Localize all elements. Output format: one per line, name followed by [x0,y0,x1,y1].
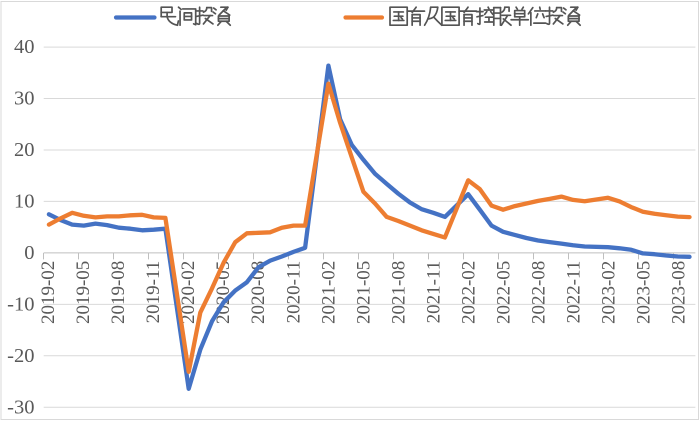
svg-text:10: 10 [14,190,35,212]
svg-text:2023-05: 2023-05 [634,261,655,324]
svg-text:2022-02: 2022-02 [459,261,480,324]
svg-text:2019-02: 2019-02 [38,261,59,324]
svg-text:30: 30 [14,88,35,110]
svg-text:2023-02: 2023-02 [599,261,620,324]
svg-text:2021-11: 2021-11 [423,261,444,324]
svg-text:0: 0 [24,242,34,264]
svg-text:2022-11: 2022-11 [564,261,585,324]
svg-text:2022-08: 2022-08 [529,261,550,324]
svg-text:2021-08: 2021-08 [388,261,409,324]
svg-text:2019-11: 2019-11 [143,261,164,324]
svg-text:-10: -10 [7,293,34,315]
svg-text:40: 40 [14,36,35,58]
svg-text:2020-11: 2020-11 [283,261,304,324]
svg-text:-20: -20 [7,345,34,367]
svg-text:2022-05: 2022-05 [494,261,515,324]
svg-text:2021-02: 2021-02 [318,261,339,324]
svg-text:-30: -30 [7,396,34,418]
svg-text:2019-08: 2019-08 [108,261,129,324]
svg-text:2019-05: 2019-05 [73,261,94,324]
svg-text:2020-02: 2020-02 [178,261,199,324]
svg-text:20: 20 [14,139,35,161]
svg-text:2023-08: 2023-08 [669,261,690,324]
svg-text:2021-05: 2021-05 [353,261,374,324]
